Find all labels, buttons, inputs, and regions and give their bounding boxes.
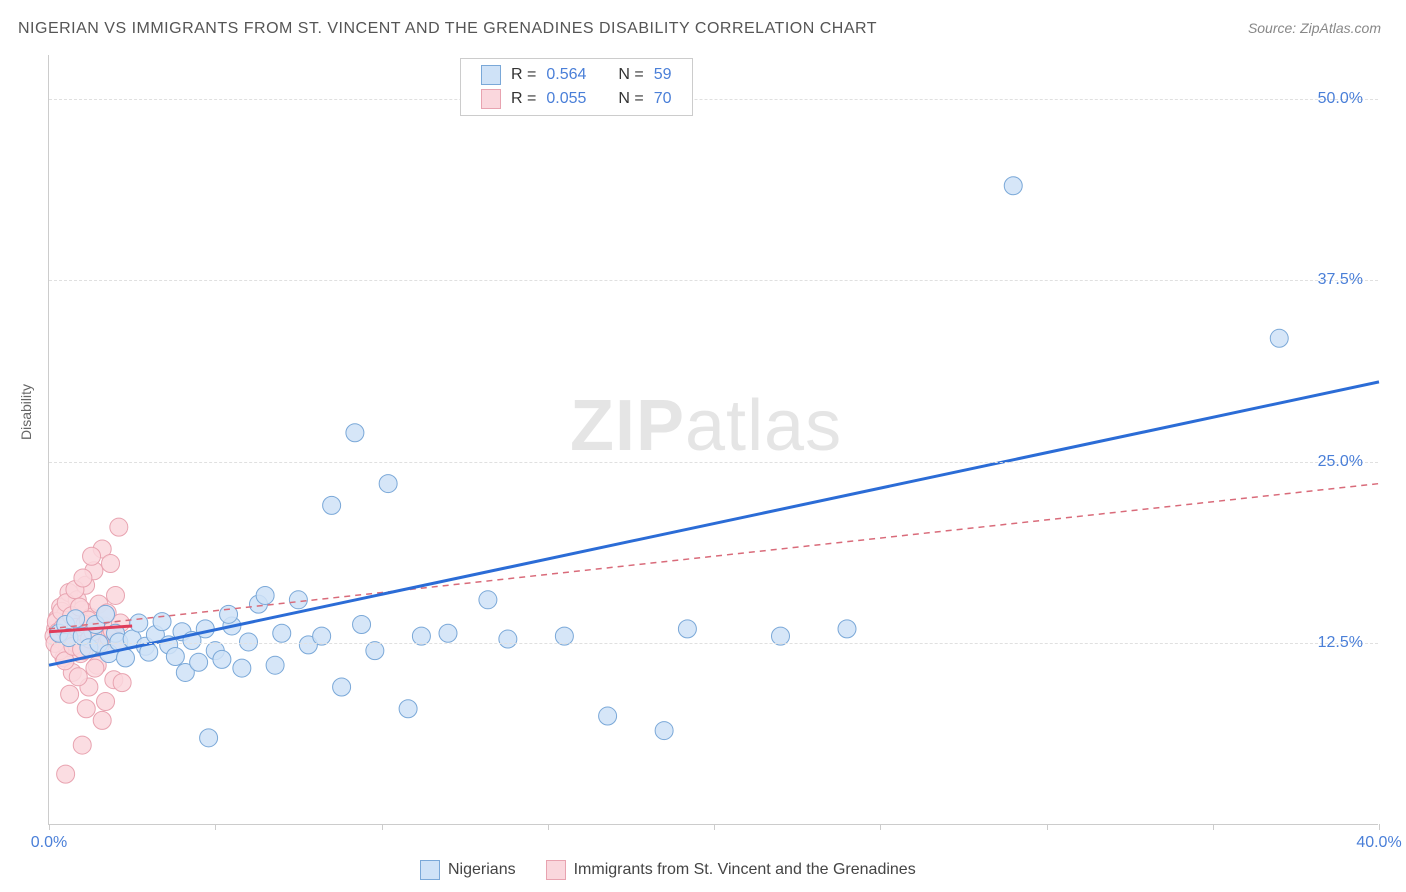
scatter-point (213, 650, 231, 668)
trend-line-pink-dashed (49, 484, 1379, 629)
legend-swatch-blue (481, 65, 501, 85)
chart-title: NIGERIAN VS IMMIGRANTS FROM ST. VINCENT … (18, 20, 877, 38)
scatter-point (379, 475, 397, 493)
series-legend-item-1: Immigrants from St. Vincent and the Gren… (546, 860, 916, 880)
scatter-point (86, 659, 104, 677)
r-label: R = (511, 90, 536, 108)
scatter-point (439, 624, 457, 642)
x-tick (49, 824, 50, 830)
scatter-point (479, 591, 497, 609)
y-tick-label: 37.5% (1318, 271, 1363, 289)
series-label-1: Immigrants from St. Vincent and the Gren… (574, 861, 916, 879)
scatter-point (74, 569, 92, 587)
scatter-point (102, 554, 120, 572)
stats-legend-row-1: R = 0.055 N = 70 (481, 87, 672, 111)
series-label-0: Nigerians (448, 861, 516, 879)
legend-swatch-blue-2 (420, 860, 440, 880)
scatter-point (499, 630, 517, 648)
y-tick-label: 25.0% (1318, 453, 1363, 471)
grid-line-h (49, 99, 1378, 100)
n-label: N = (618, 90, 643, 108)
scatter-point (110, 518, 128, 536)
scatter-point (69, 668, 87, 686)
x-tick (215, 824, 216, 830)
scatter-point (83, 547, 101, 565)
scatter-point (289, 591, 307, 609)
r-value-0: 0.564 (546, 66, 586, 84)
legend-swatch-pink (481, 89, 501, 109)
scatter-point (200, 729, 218, 747)
grid-line-h (49, 643, 1378, 644)
x-tick (548, 824, 549, 830)
scatter-point (57, 765, 75, 783)
r-value-1: 0.055 (546, 90, 586, 108)
scatter-point (323, 496, 341, 514)
plot-area: 12.5%25.0%37.5%50.0%0.0%40.0% (48, 55, 1378, 825)
scatter-point (233, 659, 251, 677)
scatter-point (77, 700, 95, 718)
scatter-point (93, 711, 111, 729)
x-tick (714, 824, 715, 830)
x-tick (1047, 824, 1048, 830)
scatter-point (346, 424, 364, 442)
stats-legend: R = 0.564 N = 59 R = 0.055 N = 70 (460, 58, 693, 116)
scatter-point (240, 633, 258, 651)
series-legend-item-0: Nigerians (420, 860, 516, 880)
scatter-point (196, 620, 214, 638)
scatter-point (153, 613, 171, 631)
scatter-point (97, 693, 115, 711)
scatter-point (97, 605, 115, 623)
scatter-point (190, 653, 208, 671)
scatter-point (678, 620, 696, 638)
scatter-point (353, 616, 371, 634)
scatter-point (599, 707, 617, 725)
x-tick (1379, 824, 1380, 830)
scatter-point (130, 614, 148, 632)
scatter-point (73, 736, 91, 754)
y-tick-label: 50.0% (1318, 90, 1363, 108)
trend-line-blue (49, 382, 1379, 665)
y-tick-label: 12.5% (1318, 634, 1363, 652)
scatter-point (61, 685, 79, 703)
scatter-point (273, 624, 291, 642)
n-label: N = (618, 66, 643, 84)
scatter-point (1270, 329, 1288, 347)
scatter-point (838, 620, 856, 638)
n-value-0: 59 (654, 66, 672, 84)
plot-svg (49, 55, 1378, 824)
x-tick (880, 824, 881, 830)
scatter-point (107, 586, 125, 604)
grid-line-h (49, 280, 1378, 281)
n-value-1: 70 (654, 90, 672, 108)
scatter-point (655, 722, 673, 740)
y-axis-title: Disability (18, 384, 34, 440)
r-label: R = (511, 66, 536, 84)
scatter-point (256, 586, 274, 604)
scatter-point (333, 678, 351, 696)
x-tick-label: 40.0% (1356, 834, 1401, 852)
scatter-point (399, 700, 417, 718)
x-tick-label: 0.0% (31, 834, 67, 852)
scatter-point (113, 674, 131, 692)
legend-swatch-pink-2 (546, 860, 566, 880)
scatter-point (1004, 177, 1022, 195)
x-tick (1213, 824, 1214, 830)
source-label: Source: ZipAtlas.com (1248, 20, 1381, 36)
grid-line-h (49, 462, 1378, 463)
x-tick (382, 824, 383, 830)
series-legend: Nigerians Immigrants from St. Vincent an… (420, 860, 916, 880)
stats-legend-row-0: R = 0.564 N = 59 (481, 63, 672, 87)
scatter-point (266, 656, 284, 674)
scatter-point (166, 647, 184, 665)
